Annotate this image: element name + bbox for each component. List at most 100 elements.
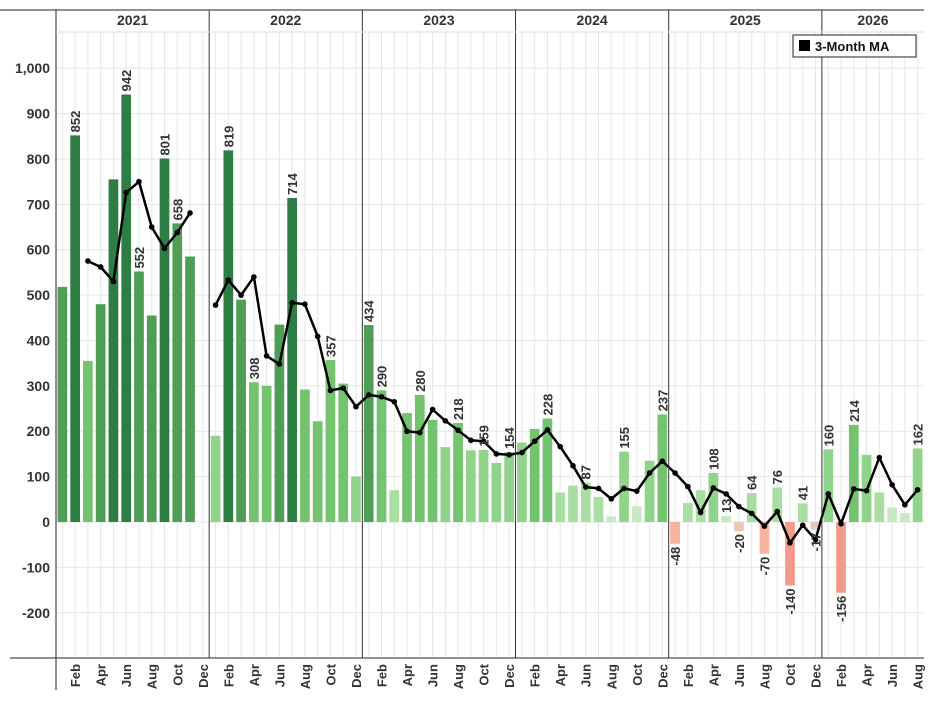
x-tick-label: Apr	[400, 664, 415, 686]
ma-point	[825, 491, 832, 497]
value-label: 942	[119, 70, 134, 92]
x-tick-label: Oct	[630, 663, 645, 685]
ma-point	[314, 333, 321, 340]
ma-point	[748, 510, 755, 517]
y-tick-label: 500	[27, 287, 51, 303]
x-tick-label: Oct	[170, 663, 185, 685]
bar	[797, 503, 808, 522]
ma-point	[442, 418, 449, 424]
year-label: 2024	[577, 12, 608, 28]
ma-point	[340, 385, 347, 391]
ma-point	[148, 224, 155, 230]
legend[interactable]: 3-Month MA	[792, 34, 917, 58]
ma-point	[416, 429, 423, 436]
ma-point	[608, 496, 615, 502]
bar	[504, 452, 514, 522]
ma-point	[468, 437, 474, 444]
bar	[453, 423, 463, 522]
bar	[874, 492, 885, 522]
ma-point	[761, 523, 768, 529]
x-tick-label: Dec	[349, 664, 364, 688]
bar	[657, 414, 668, 522]
ma-point	[327, 387, 334, 394]
value-label: 13	[719, 499, 734, 513]
value-label: 160	[821, 425, 836, 447]
x-tick-label: Feb	[375, 664, 390, 687]
y-tick-label: -100	[22, 559, 50, 575]
grid	[56, 32, 924, 658]
bar	[580, 482, 591, 522]
bar	[274, 324, 285, 522]
ma-point	[799, 522, 806, 528]
ma-point	[302, 301, 308, 307]
ma-point	[544, 427, 551, 433]
ma-point	[723, 491, 729, 497]
bar	[887, 507, 897, 522]
value-label: 154	[502, 427, 517, 449]
value-label: 357	[323, 335, 338, 357]
ma-point	[850, 486, 857, 492]
value-label: -20	[732, 534, 747, 553]
value-labels: 852 942 552 801 658 819 308 714 357 434 290 280 218 1…	[68, 70, 926, 622]
value-label: -17	[809, 533, 824, 552]
bar	[159, 158, 170, 522]
ma-point	[876, 454, 883, 461]
value-label: -156	[834, 596, 849, 622]
x-tick-label: Feb	[221, 664, 236, 687]
ma-point	[161, 245, 168, 252]
bar	[236, 299, 246, 522]
ma-point	[85, 258, 91, 264]
ma-point	[621, 485, 627, 492]
ma-point	[480, 438, 487, 445]
x-tick-label: Apr	[94, 664, 109, 686]
bar	[810, 522, 821, 530]
bar	[376, 390, 387, 522]
ma-point	[110, 278, 117, 285]
ma-point	[582, 484, 589, 490]
x-tick-label: Jun	[732, 664, 747, 687]
bar	[261, 385, 272, 522]
value-label: 658	[170, 199, 185, 221]
ma-point	[174, 229, 181, 236]
bar	[121, 94, 132, 523]
bar	[146, 315, 157, 522]
year-label: 2022	[270, 12, 301, 28]
year-label: 2026	[857, 12, 888, 28]
bar	[759, 522, 770, 554]
ma-point	[672, 470, 678, 476]
y-tick-label: 900	[27, 106, 51, 122]
y-tick-label: 400	[27, 332, 51, 348]
bar	[912, 448, 923, 522]
bar	[670, 522, 680, 544]
bar	[427, 419, 438, 522]
ma-point	[914, 486, 921, 493]
ma-point	[123, 189, 130, 196]
ma-point	[519, 449, 525, 456]
axes: -200 -100 0 100 200 300 400 500 600 700 800 900 1,00…	[0, 9, 926, 690]
y-tick-label: 700	[27, 196, 51, 212]
x-tick-label: Jun	[579, 664, 594, 687]
bar	[491, 463, 502, 522]
x-tick-label: Oct	[323, 663, 338, 685]
x-tick-label: Aug	[911, 664, 926, 689]
x-tick-label: Jun	[885, 664, 900, 687]
x-tick-label: Oct	[477, 663, 492, 685]
bar	[695, 490, 706, 522]
value-label: 87	[579, 465, 594, 479]
value-label: 159	[477, 425, 492, 447]
bar	[223, 150, 234, 522]
value-label: 41	[796, 486, 811, 500]
bar	[606, 516, 617, 522]
x-tick-label: Apr	[706, 664, 721, 686]
ma-point	[212, 302, 219, 308]
x-tick-label: Jun	[119, 664, 134, 687]
bar	[555, 492, 566, 522]
bar	[644, 460, 655, 522]
bar	[338, 383, 349, 522]
ma-point	[595, 485, 602, 492]
value-label: 714	[285, 172, 300, 194]
ma-point	[97, 264, 104, 270]
x-tick-label: Apr	[247, 664, 262, 686]
bar	[312, 421, 323, 522]
bar	[83, 360, 93, 522]
